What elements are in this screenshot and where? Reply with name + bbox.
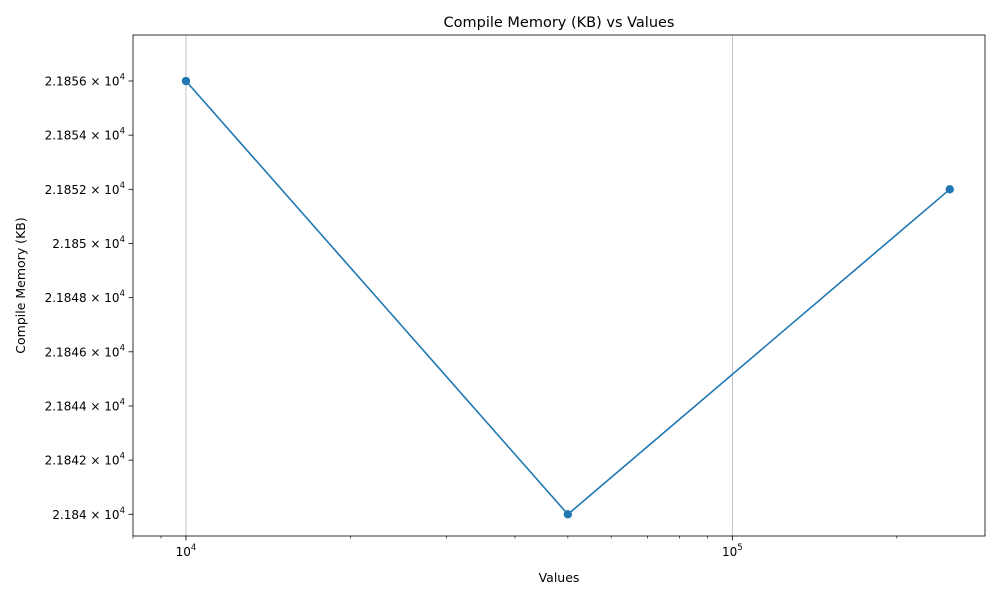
y-tick-label: 2.185 × 104 (52, 235, 125, 251)
y-tick-label: 2.1854 × 104 (45, 127, 125, 143)
y-tick-label: 2.1842 × 104 (45, 452, 125, 468)
y-tick-label: 2.184 × 104 (52, 506, 125, 522)
y-tick-label: 2.1846 × 104 (45, 343, 125, 359)
y-tick-label: 2.1856 × 104 (45, 73, 125, 89)
data-point (563, 510, 573, 519)
series-line (185, 80, 951, 516)
x-tick-label: 105 (722, 543, 743, 559)
y-axis-ticks: 2.184 × 104 2.1842 × 104 2.1844 × 104 2.184… (45, 73, 133, 522)
x-tick-label: 104 (176, 543, 197, 559)
data-point (945, 185, 954, 194)
plot-area-frame (132, 34, 986, 537)
series-layer (181, 76, 954, 519)
data-point (181, 76, 191, 86)
x-axis-ticks: 104 105 (132, 536, 898, 559)
y-tick-label: 2.1852 × 104 (45, 181, 125, 197)
y-axis-label: Compile Memory (KB) (13, 217, 28, 353)
grid-lines (185, 35, 733, 536)
chart-title: Compile Memory (KB) vs Values (444, 15, 675, 31)
x-axis-label: Values (539, 570, 580, 585)
y-tick-label: 2.1848 × 104 (45, 289, 125, 305)
y-tick-label: 2.1844 × 104 (45, 397, 125, 413)
